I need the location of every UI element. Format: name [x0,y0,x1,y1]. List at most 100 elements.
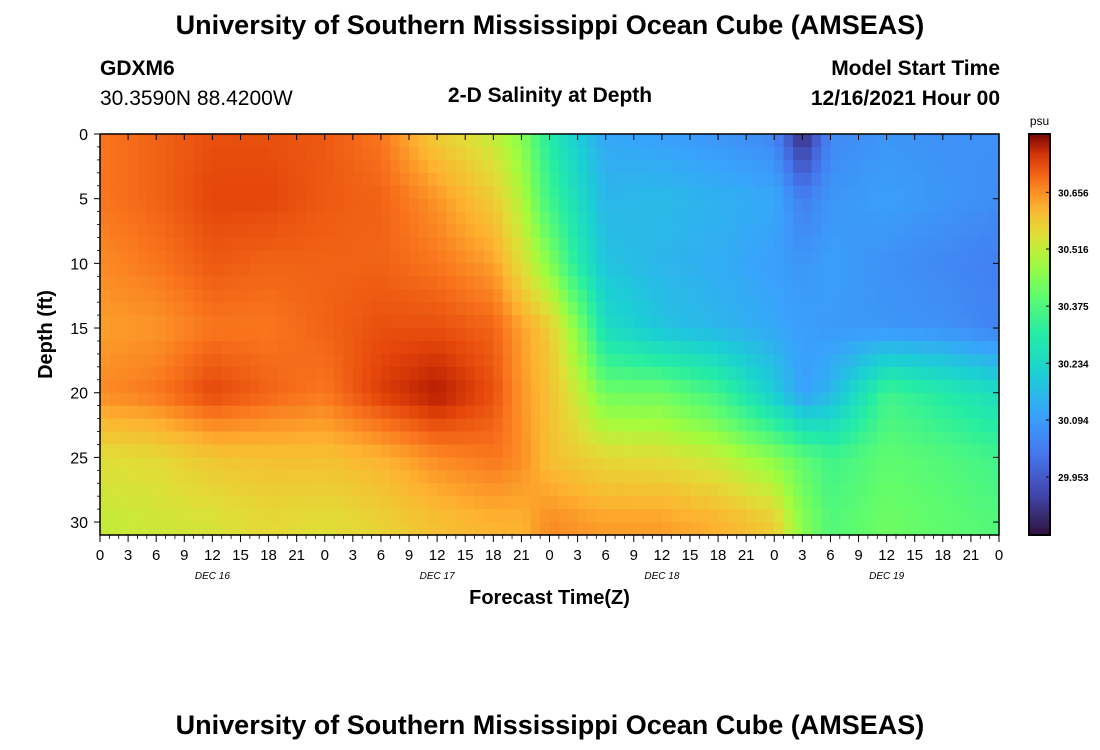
heatmap-cell [980,470,991,484]
heatmap-cell [540,366,551,381]
heatmap-cell [867,263,878,277]
heatmap-cell [212,483,223,497]
heatmap-cell [512,496,523,510]
heatmap-cell [249,444,260,458]
heatmap-cell [306,353,316,368]
heatmap-cell [596,353,607,368]
heatmap-cell [437,276,448,290]
heatmap-cell [212,379,223,394]
heatmap-cell [240,444,251,458]
heatmap-cell [615,185,626,200]
heatmap-cell [652,353,663,368]
heatmap-cell [802,198,813,213]
heatmap-cell [849,509,860,523]
heatmap-cell [277,328,288,342]
heatmap-cell [661,444,672,458]
heatmap-cell [530,159,541,174]
heatmap-cell [727,418,738,433]
heatmap-cell [352,172,363,187]
heatmap-cell [418,366,429,381]
heatmap-cell [371,198,382,213]
heatmap-cell [596,211,607,226]
heatmap-cell [174,315,185,329]
heatmap-cell [118,211,129,226]
heatmap-cell [483,470,494,484]
heatmap-cell [334,250,345,264]
heatmap-cell [380,315,391,329]
heatmap-cell [324,483,335,497]
heatmap-cell [287,496,298,510]
heatmap-cell [811,276,822,290]
heatmap-cell [530,172,541,187]
heatmap-cell [605,522,616,536]
heatmap-cell [970,237,981,252]
heatmap-cell [512,289,523,303]
heatmap-cell [193,198,204,213]
heatmap-cell [858,392,869,407]
heatmap-cell [970,302,981,316]
heatmap-cell [877,224,888,239]
heatmap-cell [306,263,316,277]
heatmap-cell [980,392,991,407]
heatmap-cell [109,172,120,187]
heatmap-cell [137,172,148,187]
heatmap-cell [315,263,326,277]
heatmap-cell [792,353,803,368]
heatmap-cell [212,134,223,148]
heatmap-cell [596,431,607,446]
heatmap-cell [905,159,916,174]
heatmap-cell [699,263,710,277]
heatmap-cell [905,328,916,342]
heatmap-cell [783,340,794,355]
heatmap-cell [914,276,925,290]
heatmap-cell [287,392,298,407]
heatmap-cell [100,172,110,187]
heatmap-cell [774,340,785,355]
heatmap-cell [905,509,916,523]
heatmap-cell [315,366,326,381]
heatmap-cell [783,250,794,264]
heatmap-cell [455,172,466,187]
heatmap-cell [792,522,803,536]
heatmap-cell [605,315,616,329]
heatmap-cell [671,522,682,536]
heatmap-cell [746,431,757,446]
heatmap-cell [980,328,991,342]
heatmap-cell [221,418,232,433]
heatmap-cell [109,276,120,290]
heatmap-cell [240,392,251,407]
heatmap-cell [933,134,944,148]
heatmap-cell [277,146,288,161]
heatmap-cell [203,457,213,471]
heatmap-cell [942,276,953,290]
heatmap-cell [371,211,382,226]
heatmap-cell [530,522,541,536]
heatmap-cell [193,237,204,252]
heatmap-cell [287,146,298,161]
heatmap-cell [212,405,223,420]
heatmap-cell [530,470,541,484]
heatmap-cell [277,340,288,355]
heatmap-cell [633,185,644,200]
heatmap-cell [858,405,869,420]
heatmap-cell [362,211,373,226]
heatmap-cell [718,509,729,523]
heatmap-cell [821,444,832,458]
heatmap-cell [895,483,906,497]
heatmap-cell [240,172,251,187]
heatmap-cell [633,496,644,510]
heatmap-cell [671,134,682,148]
heatmap-cell [437,185,448,200]
heatmap-cell [867,379,878,394]
heatmap-cell [287,379,298,394]
heatmap-cell [296,496,307,510]
heatmap-cell [867,224,878,239]
heatmap-cell [203,159,213,174]
heatmap-cell [867,134,878,148]
heatmap-cell [774,366,785,381]
heatmap-cell [905,172,916,187]
heatmap-cell [352,353,363,368]
heatmap-cell [718,392,729,407]
heatmap-cell [558,328,569,342]
x-tick-label: 15 [682,547,699,564]
